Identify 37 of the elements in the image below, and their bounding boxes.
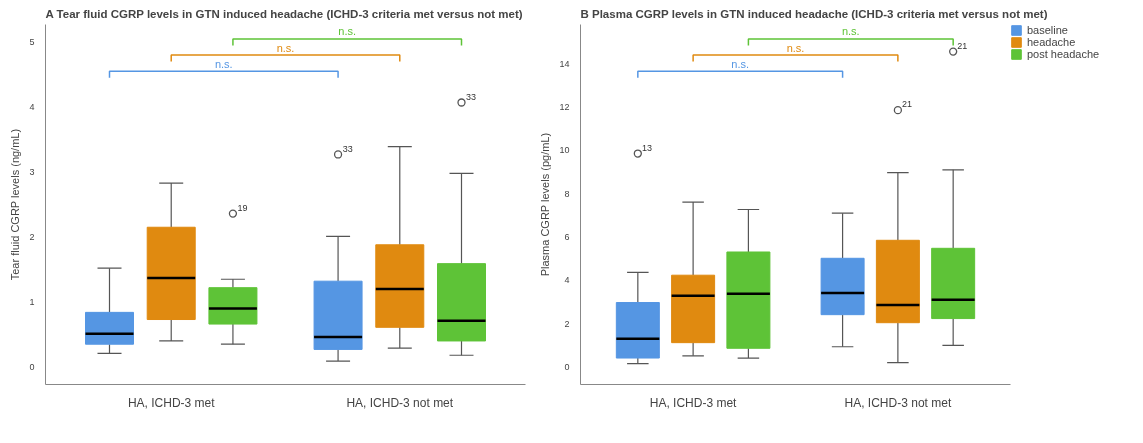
legend-label: baseline [1027,24,1068,36]
annotation: n.s. [786,41,805,54]
annotation: 21 [901,99,912,110]
chart-title: A Tear fluid CGRP levels in GTN induced headache (ICHD-3 criteria met versus not met) [45,7,523,20]
y-tick-label: 6 [564,232,570,243]
legend-label: post headache [1027,48,1100,60]
x-tick-label: HA, ICHD-3 met [649,395,738,410]
annotation: 19 [237,202,248,213]
annotation: n.s. [338,25,357,38]
y-tick-label: 8 [564,188,570,199]
x-tick-label: HA, ICHD-3 not met [346,395,454,410]
y-tick-label: 10 [559,145,570,156]
annotation: n.s. [731,57,750,70]
chart-title: B Plasma CGRP levels in GTN induced headache (ICHD-3 criteria met versus not met) [580,7,1048,20]
y-axis-title: Plasma CGRP levels (pg/mL) [539,132,552,277]
y-tick-label: 4 [29,102,35,113]
y-tick-label: 3 [29,167,35,178]
annotation: n.s. [214,57,233,70]
x-tick-label: HA, ICHD-3 not met [844,395,952,410]
y-tick-label: 4 [564,275,570,286]
annotation: 13 [641,142,652,153]
y-tick-label: 5 [29,37,35,48]
annotation: n.s. [276,41,295,54]
y-tick-label: 12 [559,101,570,112]
y-tick-label: 2 [564,318,570,329]
y-tick-label: 14 [559,58,570,69]
y-tick-label: 0 [564,362,570,373]
x-tick-label: HA, ICHD-3 met [127,395,216,410]
annotation: n.s. [841,25,860,38]
annotation: 33 [342,143,353,154]
annotation: 33 [466,91,477,102]
y-tick-label: 2 [29,231,35,242]
legend-label: headache [1027,36,1076,48]
y-axis-title: Tear fluid CGRP levels (ng/mL) [9,128,22,281]
annotation: 21 [957,40,968,51]
y-tick-label: 0 [29,361,35,372]
y-tick-label: 1 [29,296,35,307]
